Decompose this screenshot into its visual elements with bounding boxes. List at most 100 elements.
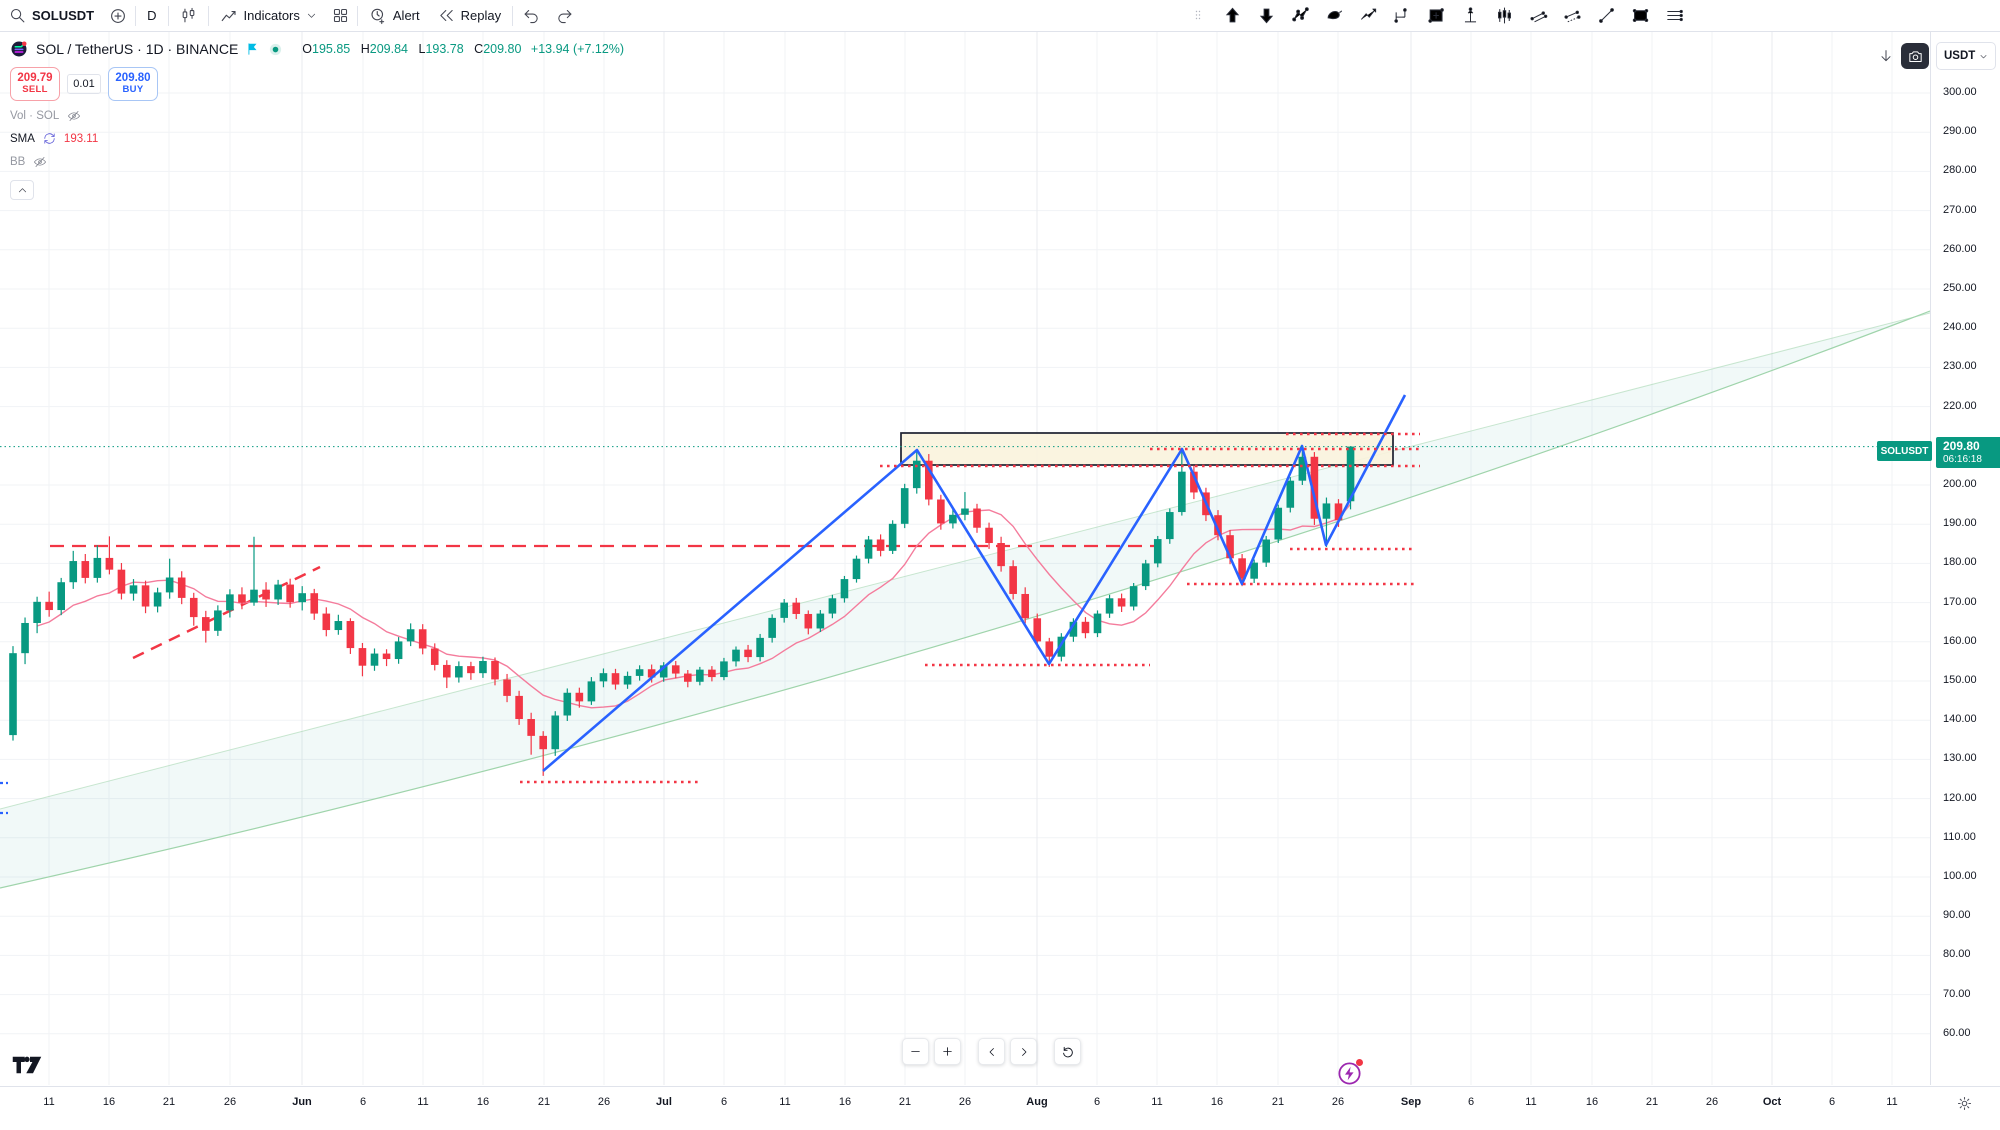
buy-button[interactable]: 209.80 BUY (108, 67, 158, 101)
candle-body (430, 648, 439, 665)
snapshot-camera-button[interactable] (1901, 43, 1929, 69)
candle-body (900, 488, 909, 524)
alert-button[interactable]: Alert (360, 1, 429, 31)
interval-button[interactable]: D (138, 1, 165, 31)
time-tick: 21 (1271, 1096, 1285, 1108)
chart-pane[interactable]: SOL / TetherUS · 1D · BINANCE O195.85 H2… (0, 31, 1930, 1085)
flag-icon[interactable] (246, 42, 260, 56)
gear-icon[interactable] (1956, 1095, 1973, 1112)
channel-tool-icon[interactable] (1523, 1, 1553, 29)
parallel-lines-tool-icon[interactable] (1659, 1, 1689, 29)
candle-body (792, 602, 801, 614)
layout-templates-button[interactable] (326, 1, 355, 31)
time-tick: 16 (838, 1096, 852, 1108)
candle-body (599, 673, 608, 682)
candle-body (491, 661, 499, 680)
sma-indicator-row[interactable]: SMA 193.11 (10, 130, 624, 147)
candle-body (214, 610, 222, 631)
chart-type-button[interactable] (171, 1, 206, 31)
projection-tool-icon[interactable] (1421, 1, 1451, 29)
zigzag-tool-icon[interactable] (1353, 1, 1383, 29)
reset-chart-button[interactable] (1054, 1038, 1081, 1065)
candle-body (551, 715, 560, 750)
tradingview-logo[interactable] (12, 1055, 42, 1080)
zoom-in-button[interactable] (934, 1038, 961, 1065)
price-tick: 120.00 (1943, 791, 1977, 804)
scroll-to-price-arrow-icon[interactable] (1878, 48, 1894, 64)
zoom-out-button[interactable] (902, 1038, 929, 1065)
symbol-title[interactable]: SOL / TetherUS · 1D · BINANCE (36, 41, 239, 57)
arrow-up-tool-icon[interactable] (1217, 1, 1247, 29)
time-tick: Sep (1400, 1096, 1422, 1108)
redo-button[interactable] (548, 1, 581, 31)
sma-indicator-label: SMA (10, 132, 35, 145)
toolbar-separator (356, 5, 358, 26)
pattern-tool-icon[interactable] (1285, 1, 1315, 29)
candle-body (985, 527, 993, 544)
eye-off-icon[interactable] (32, 155, 48, 169)
eye-off-icon[interactable] (66, 109, 82, 123)
trend-band (0, 311, 1930, 888)
candle-body (1033, 618, 1042, 642)
candle-body (575, 692, 584, 702)
arrow-down-tool-icon[interactable] (1251, 1, 1281, 29)
price-tick: 180.00 (1943, 556, 1977, 569)
candle-body (1105, 598, 1114, 614)
time-tick: 11 (1886, 1096, 1898, 1108)
zigzag-trend-line (542, 394, 1407, 772)
candle-body (382, 653, 391, 660)
candle-body (563, 692, 572, 716)
candle-body (1322, 503, 1331, 519)
currency-selector[interactable]: USDT (1936, 42, 1997, 70)
candle-body (937, 499, 945, 524)
disjoint-channel-tool-icon[interactable] (1557, 1, 1587, 29)
candle-body (310, 593, 319, 614)
candle-body (1310, 456, 1319, 519)
candle-body (226, 594, 234, 611)
candle-body (973, 508, 981, 528)
symbol-search-button[interactable]: SOLUSDT (0, 1, 103, 31)
price-axis[interactable]: 300.00 290.00 280.00 270.00 260.00 250.00 240.… (1930, 31, 2000, 1085)
trend-band-upper-line (0, 312, 1930, 810)
symbol-search-label: SOLUSDT (32, 8, 95, 23)
undo-button[interactable] (515, 1, 548, 31)
time-tick: 6 (720, 1096, 728, 1108)
candle-body (696, 669, 704, 682)
quantity-field[interactable]: 0.01 (67, 74, 101, 94)
bar-countdown: 06:16:18 (1943, 453, 1982, 465)
sell-price: 209.79 (17, 72, 53, 85)
price-chart-canvas[interactable] (0, 31, 1930, 1085)
market-events-flash-button[interactable] (1336, 1059, 1363, 1085)
candle-body (876, 539, 885, 551)
search-icon (9, 7, 26, 24)
candle-pattern-tool-icon[interactable] (1489, 1, 1519, 29)
sync-icon[interactable] (42, 131, 57, 146)
compare-add-button[interactable] (103, 1, 133, 31)
symbol-price-tag: SOLUSDT (1877, 441, 1932, 461)
chevron-right-icon (1018, 1046, 1030, 1058)
trend-line-tool-icon[interactable] (1591, 1, 1621, 29)
candle-body (925, 460, 933, 500)
rectangle-tool-icon[interactable] (1625, 1, 1655, 29)
minus-icon (909, 1045, 922, 1058)
time-tick: 21 (1645, 1096, 1659, 1108)
indicators-button[interactable]: Indicators (211, 1, 326, 31)
candle-body (684, 673, 692, 682)
scroll-left-button[interactable] (978, 1038, 1005, 1065)
sell-button[interactable]: 209.79 SELL (10, 67, 60, 101)
candle-body (961, 508, 969, 515)
bb-indicator-row[interactable]: BB (10, 153, 624, 170)
candle-body (1166, 512, 1174, 540)
candle-body (515, 695, 523, 720)
volume-indicator-row[interactable]: Vol · SOL (10, 107, 624, 124)
main-toolbar: SOLUSDT D Indicators Alert Replay (0, 0, 2000, 32)
scroll-right-button[interactable] (1010, 1038, 1037, 1065)
forecast-tool-icon[interactable] (1387, 1, 1417, 29)
brush-tool-icon[interactable] (1319, 1, 1349, 29)
time-axis[interactable]: 11 16 21 26 Jun 6 11 16 21 26 Jul 6 11 16 21 26 Aug 6 11 16… (0, 1086, 2000, 1130)
replay-button[interactable]: Replay (429, 1, 510, 31)
collapse-legend-button[interactable] (10, 180, 34, 200)
candle-body (1081, 621, 1090, 634)
candle-body (250, 589, 258, 603)
vertical-range-tool-icon[interactable] (1455, 1, 1485, 29)
